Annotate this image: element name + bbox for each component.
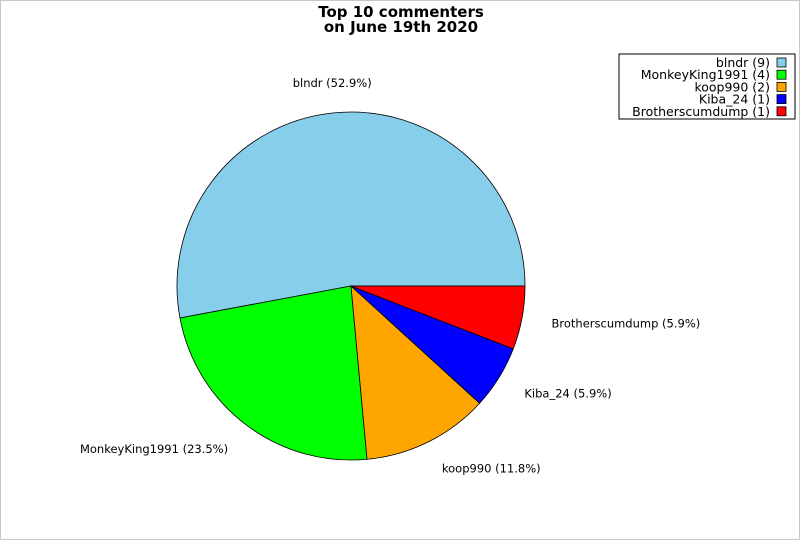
pie-slice-monkeyking1991 <box>179 285 368 461</box>
slice-label-brotherscumdump: Brotherscumdump (5.9%) <box>552 317 701 331</box>
pie-slice-labels: blndr (52.9%) MonkeyKing1991 (23.5%) koop9… <box>80 76 700 476</box>
pie-slice-blndr <box>176 111 526 319</box>
slice-label-monkeyking1991: MonkeyKing1991 (23.5%) <box>80 442 228 456</box>
pie-slice-koop990 <box>350 285 481 460</box>
legend-swatch <box>776 57 787 68</box>
chart-title: Top 10 commenters <box>318 3 484 21</box>
legend-swatch <box>776 94 787 104</box>
legend-entry: Brotherscumdump (1) <box>632 104 770 119</box>
legend-entry: MonkeyKing1991 (4) <box>641 67 770 82</box>
legend-box <box>618 53 796 120</box>
slice-label-koop990: koop990 (11.8%) <box>442 462 541 476</box>
legend-entry: Kiba_24 (1) <box>699 92 770 107</box>
slice-label-kiba-24: Kiba_24 (5.9%) <box>524 386 611 400</box>
pie-slices <box>176 111 526 461</box>
chart-subtitle: on June 19th 2020 <box>324 18 478 36</box>
legend-swatch <box>776 69 787 80</box>
legend-swatch <box>776 82 787 92</box>
legend-swatch <box>776 106 787 117</box>
legend-entry: blndr (9) <box>716 55 770 70</box>
legend: blndr (9)MonkeyKing1991 (4)koop990 (2)Ki… <box>618 53 796 120</box>
pie-slice-brotherscumdump <box>350 285 526 350</box>
slice-label-blndr: blndr (52.9%) <box>293 76 372 90</box>
legend-entry: koop990 (2) <box>694 79 770 94</box>
